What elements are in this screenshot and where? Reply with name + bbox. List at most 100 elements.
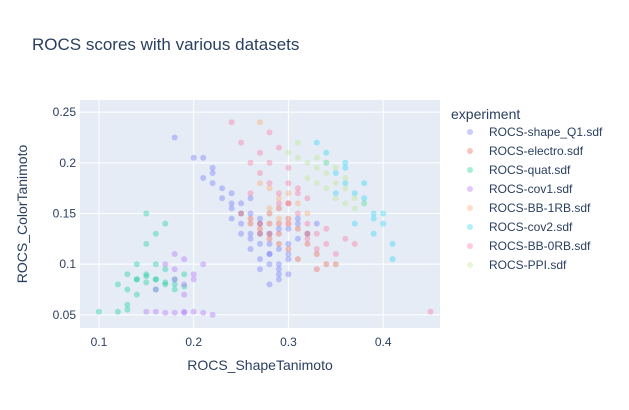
data-point [294,200,301,207]
x-tick-label: 0.1 [91,335,108,349]
legend-item[interactable]: ROCS-electro.sdf [467,144,584,158]
data-point [200,309,207,316]
data-point [257,215,263,222]
chart-title: ROCS scores with various datasets [32,35,299,54]
data-point [266,180,273,187]
data-point [275,225,282,232]
data-point [285,220,292,227]
x-tick-label: 0.3 [280,335,297,349]
data-point [171,266,178,273]
legend-title: experiment [451,106,520,122]
data-point [181,281,188,288]
data-point [285,225,292,232]
data-point [247,230,254,237]
data-point [152,261,159,268]
data-point [304,240,311,247]
legend-item[interactable]: ROCS-quat.sdf [467,163,571,177]
data-point [332,164,339,171]
data-point [342,159,349,166]
data-point [247,190,254,197]
data-point [124,301,131,308]
data-point [275,246,282,252]
data-point [313,251,320,257]
legend-label: ROCS-PPI.sdf [489,258,567,272]
data-point [313,230,320,237]
data-point [275,276,282,283]
data-point [190,154,197,161]
y-tick-label: 0.15 [53,206,77,220]
legend-item[interactable]: ROCS-BB-1RB.sdf [467,201,591,215]
y-axis-ticks: 0.05 0.1 0.15 0.2 0.25 [53,105,77,322]
data-point [342,185,349,192]
data-point [332,251,339,257]
data-point [313,139,320,146]
data-point [285,190,292,197]
data-point [152,286,159,293]
data-point [257,220,263,227]
data-point [171,251,178,257]
data-point [332,195,339,202]
legend-label: ROCS-BB-0RB.sdf [489,239,591,253]
data-point [152,276,159,283]
data-point [285,271,292,278]
data-point [342,164,349,171]
data-point [209,170,216,176]
data-point [266,251,273,257]
data-point [275,266,282,273]
data-point [181,309,188,316]
data-point [275,240,282,247]
data-point [171,309,178,316]
data-point [257,149,263,156]
legend-item[interactable]: ROCS-cov2.sdf [467,220,573,234]
data-point [266,220,273,227]
data-point [257,230,263,237]
data-point [219,185,226,192]
series-group [95,210,188,315]
data-point [285,220,292,227]
legend-item[interactable]: ROCS-PPI.sdf [467,258,567,272]
data-point [190,308,197,315]
data-point [209,164,216,171]
series-group [257,119,311,227]
data-point [370,210,377,217]
data-point [247,195,254,202]
data-point [238,230,245,237]
data-point [257,266,263,273]
data-point [323,225,330,232]
data-point [370,230,377,237]
data-point [181,271,188,278]
legend-item[interactable]: ROCS-cov1.sdf [467,182,573,196]
data-point [228,215,235,222]
data-point [332,190,339,197]
data-point [285,246,292,252]
data-point [162,309,169,316]
data-point [266,205,273,212]
data-point [257,225,263,232]
data-point [323,159,330,166]
y-tick-label: 0.05 [53,308,77,322]
data-point [380,220,387,227]
data-point [266,185,273,192]
data-point [133,291,140,298]
data-point [162,220,169,227]
data-point [257,180,263,187]
data-point [133,276,140,283]
data-point [257,170,263,176]
data-point [361,195,368,202]
data-point [275,271,282,278]
data-point [228,200,235,207]
data-point [200,154,207,161]
data-point [171,276,178,283]
data-point [304,175,311,181]
legend-item[interactable]: ROCS-BB-0RB.sdf [467,239,591,253]
legend-item[interactable]: ROCS-shape_Q1.sdf [467,125,603,139]
data-point [313,220,320,227]
data-point [266,159,273,166]
legend-label: ROCS-cov2.sdf [489,220,573,234]
data-point [323,159,330,166]
legend-label: ROCS-shape_Q1.sdf [489,125,603,139]
data-point [304,235,311,242]
data-point [143,271,150,278]
data-point [162,261,169,268]
